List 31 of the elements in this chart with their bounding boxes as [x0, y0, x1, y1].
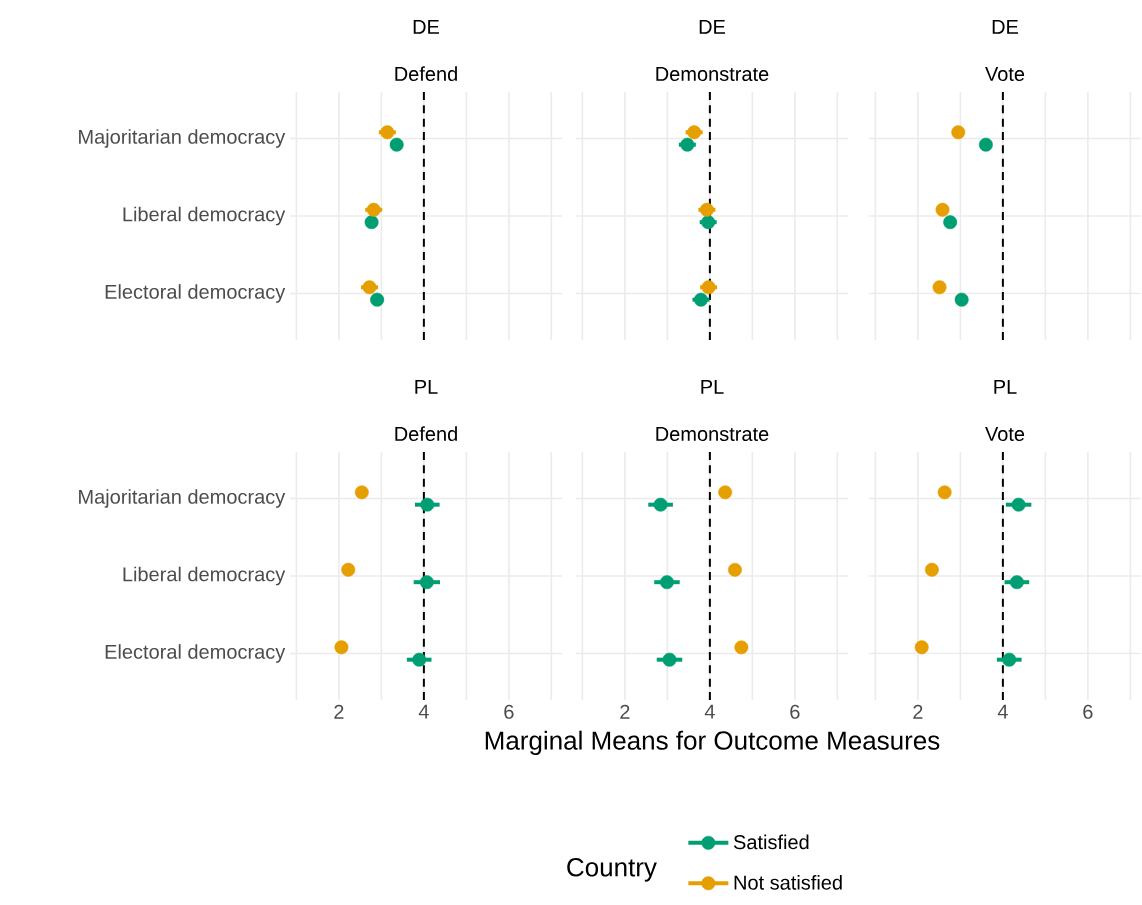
- y-tick-label: Majoritarian democracy: [79, 489, 286, 508]
- chart-subtitle: Demonstrate: [656, 427, 769, 442]
- chart-title: DE: [699, 19, 726, 34]
- x-tick-label: 6: [790, 704, 800, 719]
- x-tick-label: 4: [704, 704, 715, 719]
- legend-label: Satisfied: [733, 834, 809, 850]
- chart-title: DE: [413, 19, 440, 34]
- x-tick-label: 4: [997, 704, 1008, 719]
- y-tick-label: Liberal democracy: [123, 566, 286, 586]
- x-tick-label: 6: [1083, 704, 1093, 719]
- chart-subtitle: Defend: [395, 426, 457, 442]
- chart-subtitle: Vote: [985, 67, 1025, 82]
- y-tick-label: Liberal democracy: [123, 206, 286, 226]
- chart-title: PL: [994, 379, 1017, 394]
- x-tick-label: 4: [418, 704, 429, 719]
- chart-title: PL: [701, 379, 724, 394]
- x-tick-label: 2: [620, 704, 630, 719]
- legend-title: Country: [567, 858, 657, 882]
- x-tick-label: 2: [334, 704, 344, 719]
- chart-title: DE: [992, 19, 1019, 34]
- chart-subtitle: Defend: [395, 66, 457, 82]
- chart-subtitle: Vote: [985, 427, 1025, 442]
- chart-title: PL: [415, 379, 438, 394]
- x-tick-label: 6: [504, 704, 514, 719]
- chart-subtitle: Demonstrate: [656, 67, 769, 82]
- x-tick-label: 2: [913, 704, 923, 719]
- y-tick-label: Electoral democracy: [105, 284, 286, 303]
- y-tick-label: Electoral democracy: [105, 644, 286, 663]
- y-tick-label: Majoritarian democracy: [79, 129, 286, 148]
- x-axis-title: Marginal Means for Outcome Measures: [485, 730, 940, 755]
- legend-label: Not satisfied: [734, 875, 842, 890]
